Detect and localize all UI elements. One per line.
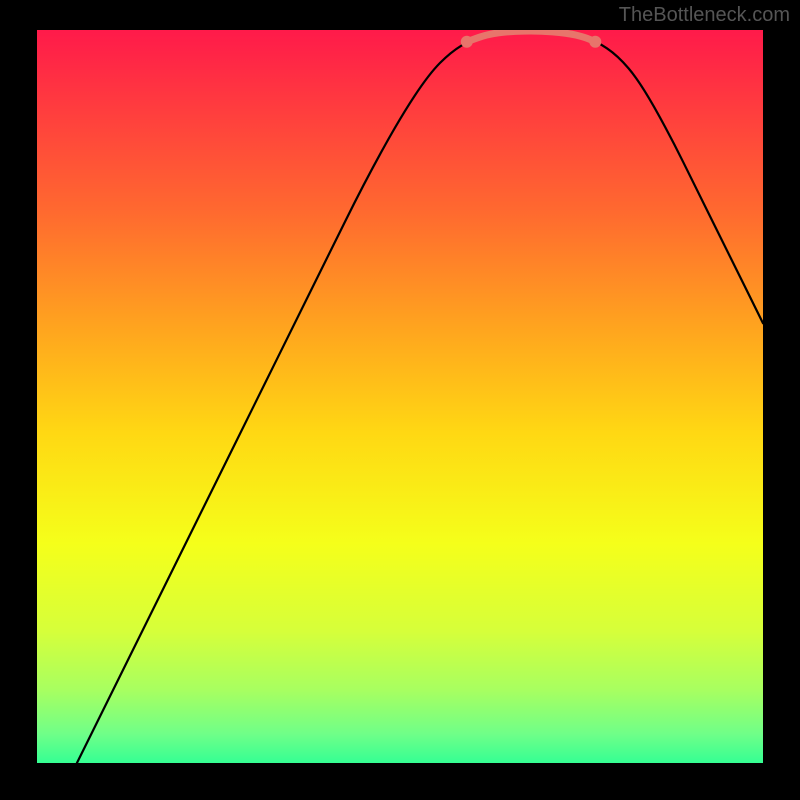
- chart-container: TheBottleneck.com: [0, 0, 800, 800]
- highlight-dot-start: [461, 36, 473, 48]
- watermark-text: TheBottleneck.com: [619, 4, 790, 27]
- chart-svg: [37, 30, 763, 763]
- highlight-dot-end: [589, 36, 601, 48]
- gradient-background: [37, 30, 763, 763]
- plot-area: [37, 30, 763, 763]
